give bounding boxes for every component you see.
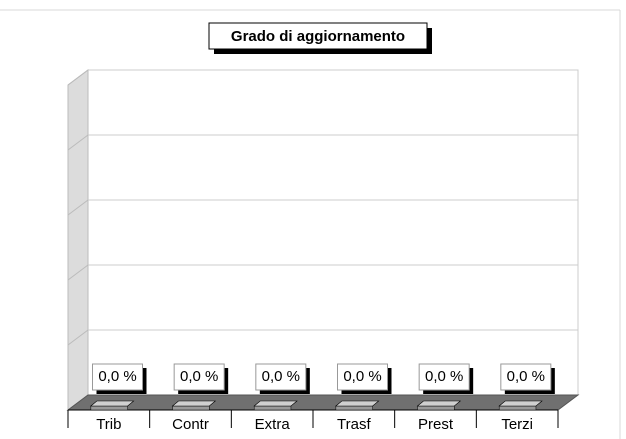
bar-top [498,400,543,407]
chart-title: Grado di aggiornamento [231,28,405,45]
grid-line-side [67,69,89,86]
bar [335,405,373,411]
value-label-box [173,363,225,391]
x-tick-label: Prest [418,416,454,433]
back-wall [87,69,579,396]
value-label-box [418,363,470,391]
bar-top [253,400,298,407]
value-label-box [500,363,552,391]
grid-line-side [67,199,89,216]
bar [172,405,210,411]
bar-top [90,400,135,407]
grid-line-side [67,264,89,281]
value-label: 0,0 % [343,368,381,385]
value-label: 0,0 % [98,368,136,385]
bar-top [171,400,217,407]
side-wall [67,69,89,411]
bar [90,405,128,411]
value-label-box [92,363,143,391]
x-tick-label: Trasf [337,416,371,433]
value-label-box [337,363,388,391]
bar-top [335,400,380,407]
value-label: 0,0 % [507,368,545,385]
title-box [208,22,428,50]
x-tick-label: Trib [96,416,121,433]
x-tick-label: Extra [255,416,291,433]
x-tick-label: Terzi [501,416,533,433]
grid-line-side [67,329,89,346]
grid-line-side [67,134,89,151]
value-label: 0,0 % [180,368,218,385]
bar-top [416,400,462,407]
x-tick-label: Contr [172,416,209,433]
bar [417,405,455,411]
value-label-box [255,363,307,391]
bar [498,405,537,411]
value-label: 0,0 % [425,368,463,385]
value-label: 0,0 % [262,368,300,385]
bar [253,405,292,411]
